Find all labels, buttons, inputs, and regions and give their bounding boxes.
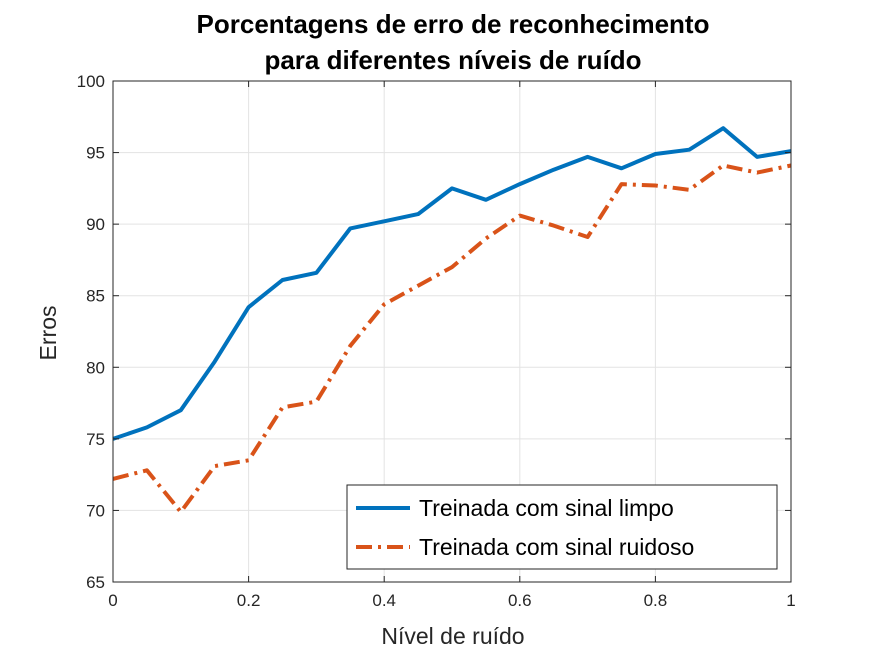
chart-title-line-1: Porcentagens de erro de reconhecimento [197,9,710,39]
series-lines [112,126,792,514]
x-tick-label: 0 [108,591,117,610]
y-tick-label: 70 [86,501,105,520]
x-axis-label: Nível de ruído [381,623,524,649]
x-tick-label: 0.2 [237,591,261,610]
x-tick-label: 0.6 [508,591,532,610]
series-line-1 [112,163,792,514]
x-tick-label: 0.8 [644,591,668,610]
series-line-0 [112,126,792,441]
legend: Treinada com sinal limpo Treinada com si… [346,484,778,570]
y-tick-label: 95 [86,144,105,163]
legend-box [346,484,778,570]
y-axis-label: Erros [35,306,61,361]
axis-ticks: 0 0.2 0.4 0.6 0.8 1 65 70 75 80 85 90 95 100 [77,72,796,610]
x-tick-label: 1 [786,591,795,610]
chart-title-line-2: para diferentes níveis de ruído [264,45,641,75]
legend-entry-clean: Treinada com sinal limpo [419,495,674,521]
y-tick-label: 85 [86,287,105,306]
y-tick-label: 65 [86,573,105,592]
y-tick-label: 100 [77,72,105,91]
x-tick-label: 0.4 [372,591,396,610]
y-tick-label: 90 [86,215,105,234]
legend-entry-noisy: Treinada com sinal ruidoso [419,534,694,560]
y-tick-label: 80 [86,358,105,377]
y-tick-label: 75 [86,430,105,449]
plot-frame [112,80,792,583]
